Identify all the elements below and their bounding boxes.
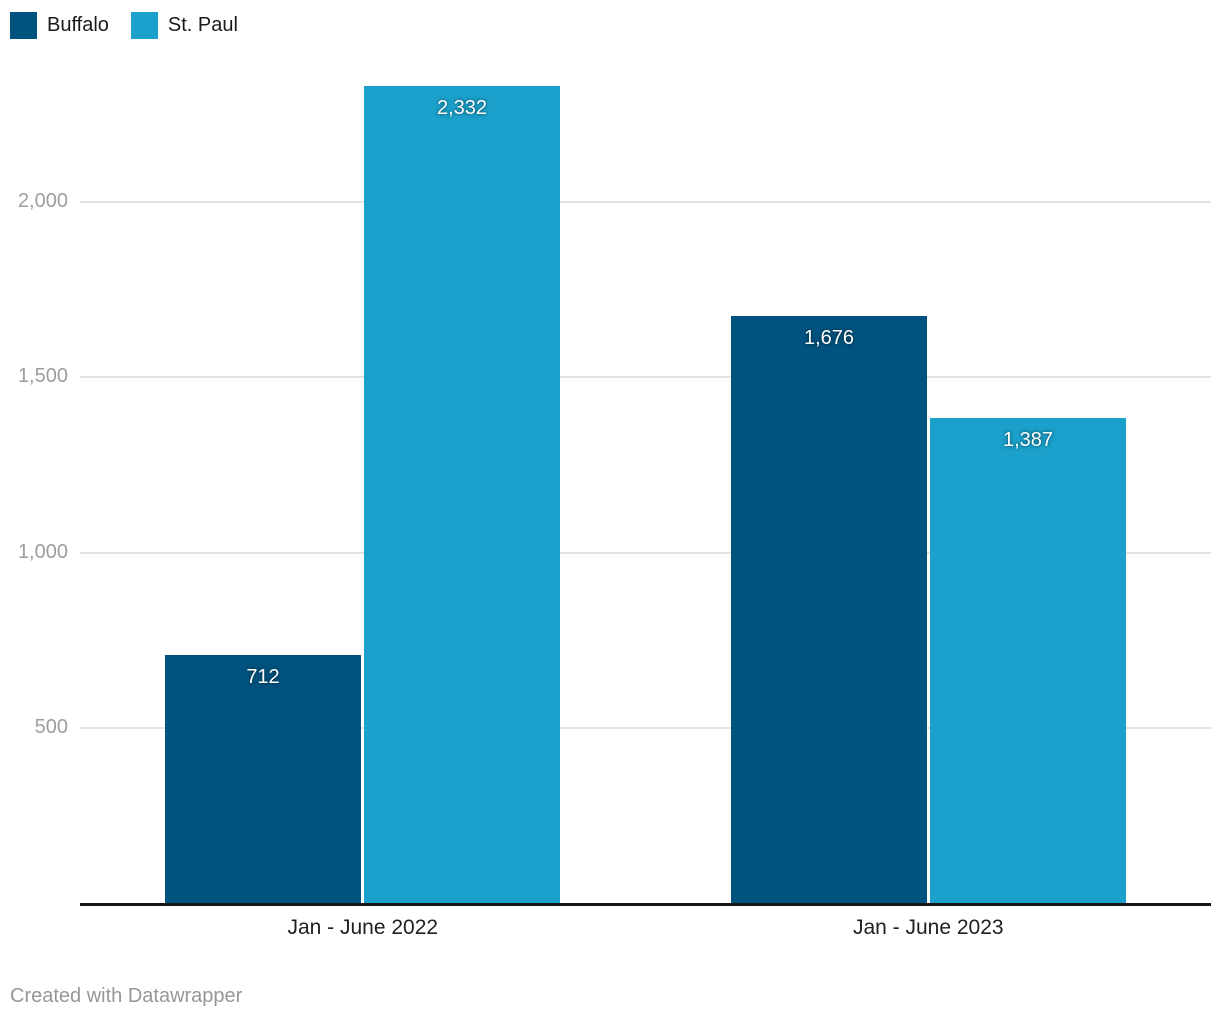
- y-axis-tick-label: 2,000: [17, 190, 68, 212]
- gridline: [80, 376, 1211, 378]
- x-axis-category-label: Jan - June 2023: [852, 916, 1004, 939]
- legend-swatch: [130, 12, 158, 39]
- x-axis-category-label: Jan - June 2022: [287, 916, 439, 939]
- gridline: [80, 552, 1211, 554]
- bar-st-paul: 2,332: [364, 86, 560, 905]
- y-axis-tick-label: 1,500: [17, 365, 68, 387]
- legend-item: Buffalo: [10, 12, 109, 39]
- legend: Buffalo St. Paul: [10, 12, 238, 39]
- y-axis-tick-label: 500: [34, 716, 68, 738]
- legend-item: St. Paul: [130, 12, 238, 39]
- bar-st-paul: 1,387: [930, 418, 1126, 905]
- x-axis-line: [80, 903, 1211, 906]
- attribution: Created with Datawrapper: [10, 985, 243, 1007]
- legend-label: Buffalo: [47, 14, 109, 36]
- gridline: [80, 727, 1211, 729]
- bar-value-label: 1,676: [803, 327, 855, 349]
- legend-swatch: [10, 12, 37, 39]
- bar-value-label: 1,387: [1002, 429, 1054, 451]
- gridline: [80, 201, 1211, 203]
- bar-value-label: 2,332: [436, 97, 488, 119]
- y-axis-tick-label: 1,000: [17, 541, 68, 563]
- bar-buffalo: 712: [165, 655, 361, 905]
- legend-label: St. Paul: [167, 14, 238, 36]
- bar-buffalo: 1,676: [731, 316, 927, 905]
- bar-value-label: 712: [246, 666, 280, 688]
